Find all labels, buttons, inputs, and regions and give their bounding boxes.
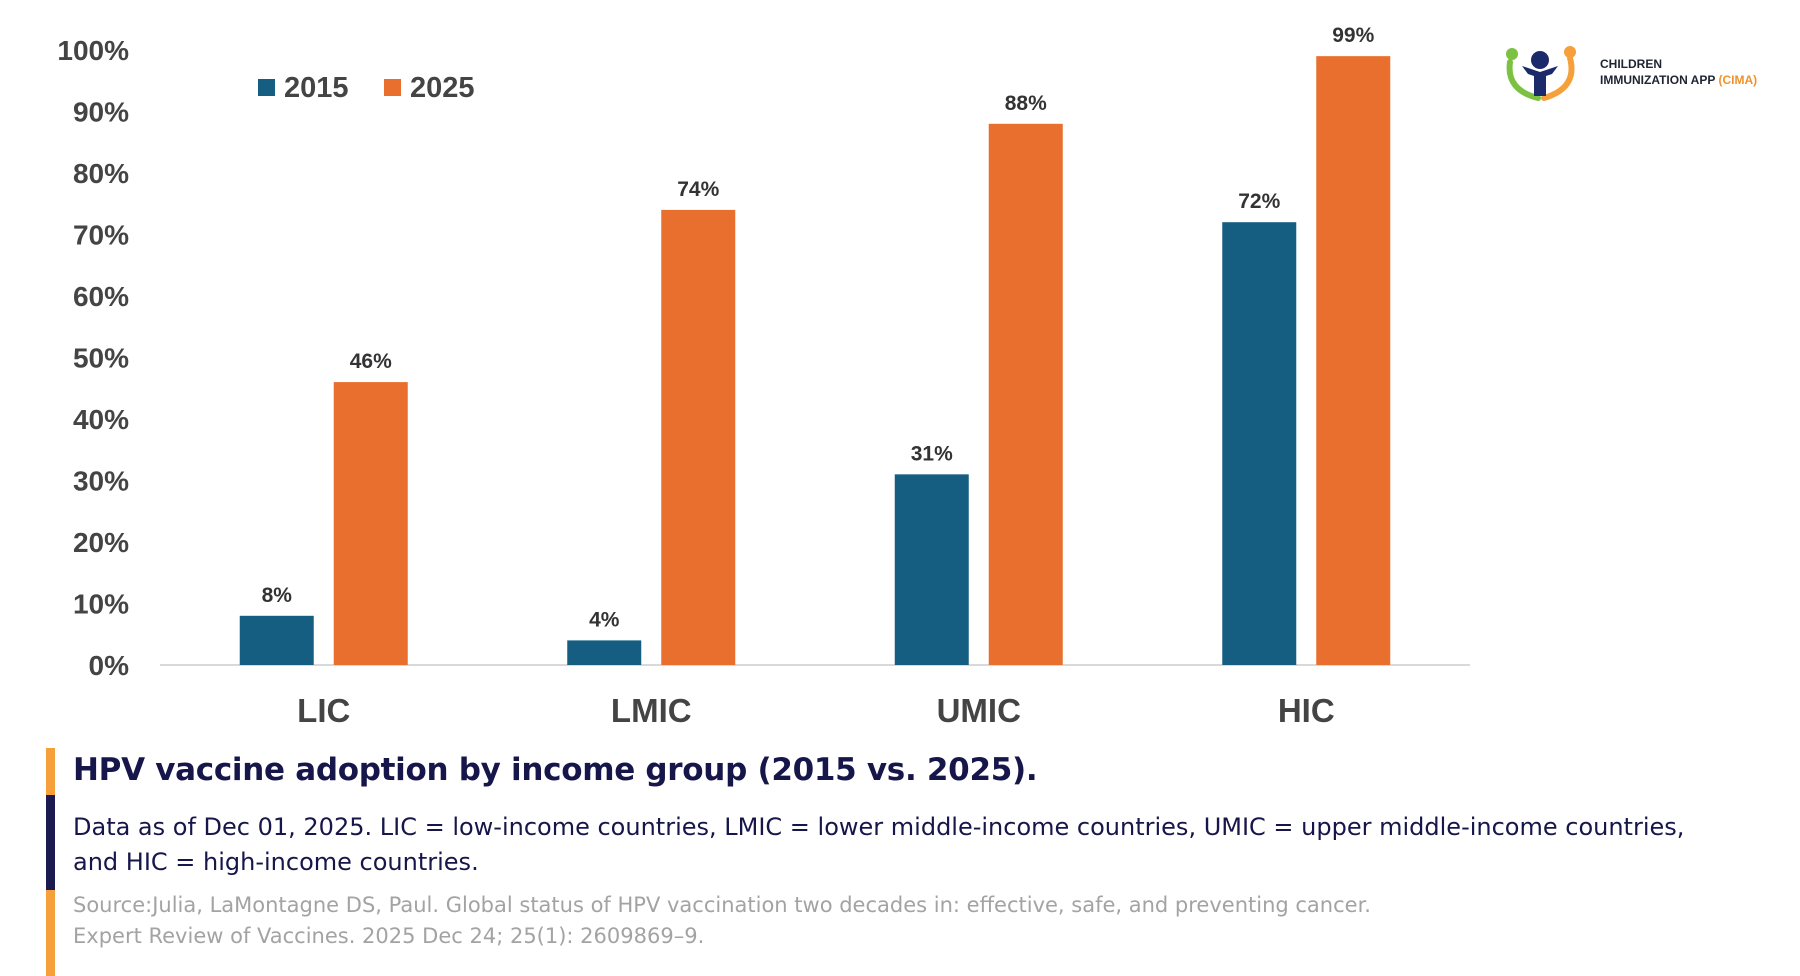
y-tick-label: 90%: [73, 97, 129, 128]
y-tick-label: 30%: [73, 466, 129, 497]
caption-accent-bar-bottom: [46, 890, 55, 976]
y-tick-label: 50%: [73, 343, 129, 374]
logo-line-2-accent: (CIMA): [1718, 73, 1758, 87]
data-label: 74%: [677, 178, 719, 201]
y-tick-label: 20%: [73, 527, 129, 558]
caption-accent-bar-middle: [46, 795, 55, 890]
y-tick-label: 80%: [73, 158, 129, 189]
data-label: 99%: [1332, 24, 1374, 47]
bar-2025-lmic: [661, 209, 736, 665]
x-tick-label: LIC: [297, 692, 350, 729]
x-tick-label: HIC: [1278, 692, 1335, 729]
x-tick-label: LMIC: [611, 692, 692, 729]
legend-label: 2025: [410, 72, 475, 104]
y-tick-label: 0%: [89, 650, 130, 681]
bar-chart: 0% 10% 20% 30% 40% 50% 60% 70% 80% 90% 100% 8% 46% LI…: [57, 24, 1470, 729]
legend-label: 2015: [284, 72, 349, 104]
bar-2015-hic: [1222, 222, 1297, 665]
y-tick-label: 100%: [57, 35, 129, 66]
bar-2015-lmic: [567, 640, 642, 665]
children-logo-icon: [1506, 46, 1576, 101]
data-label: 46%: [350, 350, 392, 373]
caption-title: HPV vaccine adoption by income group (20…: [73, 752, 1038, 788]
y-tick-label: 60%: [73, 281, 129, 312]
caption-description: Data as of Dec 01, 2025. LIC = low-incom…: [73, 813, 1685, 876]
data-label: 72%: [1238, 190, 1280, 213]
y-tick-label: 40%: [73, 404, 129, 435]
caption-accent-bar-top: [46, 748, 55, 795]
data-label: 31%: [911, 442, 953, 465]
x-tick-label: UMIC: [937, 692, 1021, 729]
cima-logo: CHILDREN IMMUNIZATION APP (CIMA): [1500, 40, 1770, 106]
bar-2025-lic: [333, 382, 408, 665]
logo-line-2-main: IMMUNIZATION APP: [1600, 73, 1716, 87]
data-label: 88%: [1005, 92, 1047, 115]
logo-line-2: IMMUNIZATION APP (CIMA): [1600, 72, 1757, 88]
data-label: 8%: [262, 584, 293, 607]
bar-2025-hic: [1316, 56, 1391, 665]
y-tick-label: 10%: [73, 589, 129, 620]
logo-text: CHILDREN IMMUNIZATION APP (CIMA): [1600, 56, 1757, 88]
caption-source: Source:Julia, LaMontagne DS, Paul. Globa…: [73, 893, 1371, 948]
bar-2015-umic: [894, 474, 969, 665]
logo-line-1: CHILDREN: [1600, 57, 1662, 71]
data-label: 4%: [589, 608, 620, 631]
bar-2015-lic: [239, 615, 314, 665]
bar-2025-umic: [988, 123, 1063, 666]
legend-swatch-2025: [384, 79, 401, 96]
legend-swatch-2015: [258, 79, 275, 96]
y-tick-label: 70%: [73, 220, 129, 251]
